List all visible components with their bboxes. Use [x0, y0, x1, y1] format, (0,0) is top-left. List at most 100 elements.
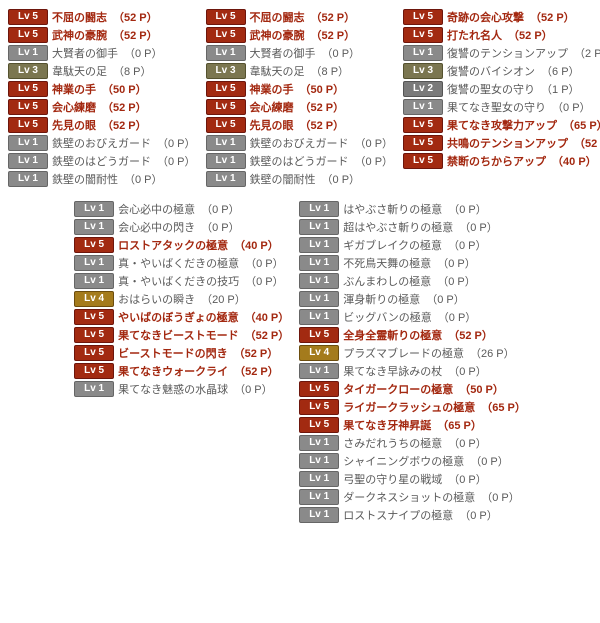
skill-points: （50 P） [459, 381, 504, 397]
skill-row[interactable]: Lv 5神業の手（50 P） [206, 80, 394, 97]
skill-row[interactable]: Lv 1大賢者の御手（0 P） [206, 44, 394, 61]
skill-row[interactable]: Lv 5ライガークラッシュの極意（65 P） [299, 398, 526, 415]
skill-row[interactable]: Lv 5果てなきビーストモード（52 P） [74, 326, 289, 343]
skill-row[interactable]: Lv 5やいばのぼうぎょの極意（40 P） [74, 308, 289, 325]
skill-row[interactable]: Lv 5不屈の闘志（52 P） [8, 8, 196, 25]
skill-panel: Lv 5不屈の闘志（52 P）Lv 5武神の豪腕（52 P）Lv 1大賢者の御手… [8, 8, 592, 524]
level-badge: Lv 4 [74, 291, 114, 307]
skill-row[interactable]: Lv 1会心必中の閃き（0 P） [74, 218, 289, 235]
level-badge: Lv 1 [299, 291, 339, 307]
skill-row[interactable]: Lv 5奇跡の会心攻撃（52 P） [403, 8, 600, 25]
skill-row[interactable]: Lv 5会心練磨（52 P） [206, 98, 394, 115]
skill-row[interactable]: Lv 5武神の豪腕（52 P） [8, 26, 196, 43]
level-badge: Lv 4 [299, 345, 339, 361]
skill-row[interactable]: Lv 5共鳴のテンションアップ（52 P） [403, 134, 600, 151]
skill-row[interactable]: Lv 5先見の眼（52 P） [8, 116, 196, 133]
skill-row[interactable]: Lv 5ロストアタックの極意（40 P） [74, 236, 289, 253]
skill-points: （0 P） [426, 291, 465, 307]
skill-row[interactable]: Lv 1渾身斬りの極意（0 P） [299, 290, 526, 307]
skill-row[interactable]: Lv 1復讐のテンションアップ（2 P） [403, 44, 600, 61]
skill-row[interactable]: Lv 1真・やいばくだきの技巧（0 P） [74, 272, 289, 289]
skill-name: 果てなき魅惑の水晶球 [118, 381, 228, 397]
skill-row[interactable]: Lv 5タイガークローの極意 （50 P） [299, 380, 526, 397]
skill-name: タイガークローの極意 [343, 381, 453, 397]
skill-row[interactable]: Lv 1真・やいばくだきの極意（0 P） [74, 254, 289, 271]
skill-points: （0 P） [157, 153, 196, 169]
skill-row[interactable]: Lv 5神業の手（50 P） [8, 80, 196, 97]
skill-row[interactable]: Lv 1果てなき魅惑の水晶球（0 P） [74, 380, 289, 397]
skill-row[interactable]: Lv 1鉄壁の闇耐性（0 P） [206, 170, 394, 187]
skill-points: （52 P） [311, 9, 356, 25]
skill-name: 真・やいばくだきの極意 [118, 255, 239, 271]
skill-row[interactable]: Lv 1果てなき聖女の守り（0 P） [403, 98, 600, 115]
skill-row[interactable]: Lv 5会心練磨（52 P） [8, 98, 196, 115]
skill-points: （52 P） [234, 363, 279, 379]
skill-row[interactable]: Lv 1鉄壁のはどうガード（0 P） [8, 152, 196, 169]
skill-row[interactable]: Lv 1ダークネスショットの極意（0 P） [299, 488, 526, 505]
skill-name: 先見の眼 [250, 117, 294, 133]
skill-row[interactable]: Lv 3韋駄天の足（8 P） [206, 62, 394, 79]
skill-row[interactable]: Lv 5全身全霊斬りの極意（52 P） [299, 326, 526, 343]
level-badge: Lv 3 [206, 63, 246, 79]
column-e: Lv 1はやぶさ斬りの極意（0 P）Lv 1超はやぶさ斬りの極意（0 P）Lv … [299, 200, 526, 524]
level-badge: Lv 5 [299, 327, 339, 343]
level-badge: Lv 5 [299, 381, 339, 397]
skill-row[interactable]: Lv 1大賢者の御手（0 P） [8, 44, 196, 61]
column-c: Lv 5奇跡の会心攻撃（52 P）Lv 5打たれ名人（52 P）Lv 1復讐のテ… [403, 8, 600, 188]
skill-row[interactable]: Lv 1シャイニングボウの極意（0 P） [299, 452, 526, 469]
skill-points: （26 P） [470, 345, 515, 361]
skill-name: 果てなき早詠みの杖 [343, 363, 442, 379]
skill-row[interactable]: Lv 1鉄壁のおびえガード（0 P） [206, 134, 394, 151]
skill-points: （52 P） [508, 27, 553, 43]
skill-row[interactable]: Lv 5果てなき攻撃力アップ（65 P） [403, 116, 600, 133]
skill-row[interactable]: Lv 1会心必中の極意（0 P） [74, 200, 289, 217]
skill-row[interactable]: Lv 1ぶんまわしの極意（0 P） [299, 272, 526, 289]
skill-row[interactable]: Lv 1鉄壁のはどうガード（0 P） [206, 152, 394, 169]
skill-row[interactable]: Lv 5武神の豪腕（52 P） [206, 26, 394, 43]
level-badge: Lv 5 [206, 27, 246, 43]
skill-row[interactable]: Lv 5果てなきウォークライ（52 P） [74, 362, 289, 379]
skill-row[interactable]: Lv 1弓聖の守り星の戦域（0 P） [299, 470, 526, 487]
skill-row[interactable]: Lv 1超はやぶさ斬りの極意（0 P） [299, 218, 526, 235]
skill-row[interactable]: Lv 3復讐のバイシオン（6 P） [403, 62, 600, 79]
column-a: Lv 5不屈の闘志（52 P）Lv 5武神の豪腕（52 P）Lv 1大賢者の御手… [8, 8, 196, 188]
level-badge: Lv 2 [403, 81, 443, 97]
skill-row[interactable]: Lv 4プラズマブレードの極意（26 P） [299, 344, 526, 361]
skill-points: （0 P） [322, 171, 361, 187]
level-badge: Lv 1 [8, 135, 48, 151]
level-badge: Lv 5 [403, 27, 443, 43]
skill-row[interactable]: Lv 1はやぶさ斬りの極意（0 P） [299, 200, 526, 217]
skill-row[interactable]: Lv 5禁断のちからアップ（40 P） [403, 152, 600, 169]
skill-row[interactable]: Lv 5ビーストモードの閃き（52 P） [74, 344, 289, 361]
level-badge: Lv 5 [8, 117, 48, 133]
skill-points: （0 P） [124, 171, 163, 187]
skill-row[interactable]: Lv 1不死鳥天舞の極意（0 P） [299, 254, 526, 271]
skill-points: （52 P） [574, 135, 600, 151]
skill-row[interactable]: Lv 5果てなき牙神昇誕（65 P） [299, 416, 526, 433]
level-badge: Lv 5 [403, 9, 443, 25]
skill-points: （0 P） [234, 381, 273, 397]
level-badge: Lv 1 [299, 453, 339, 469]
skill-row[interactable]: Lv 1鉄壁の闇耐性（0 P） [8, 170, 196, 187]
skill-name: 果てなきビーストモード [118, 327, 238, 343]
skill-name: 真・やいばくだきの技巧 [118, 273, 239, 289]
skill-name: 神業の手 [250, 81, 294, 97]
skill-row[interactable]: Lv 5打たれ名人（52 P） [403, 26, 600, 43]
skill-row[interactable]: Lv 1鉄壁のおびえガード（0 P） [8, 134, 196, 151]
level-badge: Lv 1 [299, 201, 339, 217]
skill-name: 復讐のテンションアップ [447, 45, 568, 61]
skill-row[interactable]: Lv 1ロストスナイプの極意（0 P） [299, 506, 526, 523]
skill-row[interactable]: Lv 4おはらいの瞬き（20 P） [74, 290, 289, 307]
skill-row[interactable]: Lv 1ギガブレイクの極意（0 P） [299, 236, 526, 253]
skill-points: （52 P） [234, 345, 279, 361]
skill-row[interactable]: Lv 2復讐の聖女の守り（1 P） [403, 80, 600, 97]
skill-points: （0 P） [245, 255, 284, 271]
skill-row[interactable]: Lv 5不屈の闘志（52 P） [206, 8, 394, 25]
skill-row[interactable]: Lv 1果てなき早詠みの杖（0 P） [299, 362, 526, 379]
skill-row[interactable]: Lv 1さみだれうちの極意（0 P） [299, 434, 526, 451]
skill-row[interactable]: Lv 3韋駄天の足（8 P） [8, 62, 196, 79]
skill-row[interactable]: Lv 5先見の眼（52 P） [206, 116, 394, 133]
skill-row[interactable]: Lv 1ビッグバンの極意（0 P） [299, 308, 526, 325]
level-badge: Lv 3 [403, 63, 443, 79]
skill-points: （50 P） [300, 81, 345, 97]
